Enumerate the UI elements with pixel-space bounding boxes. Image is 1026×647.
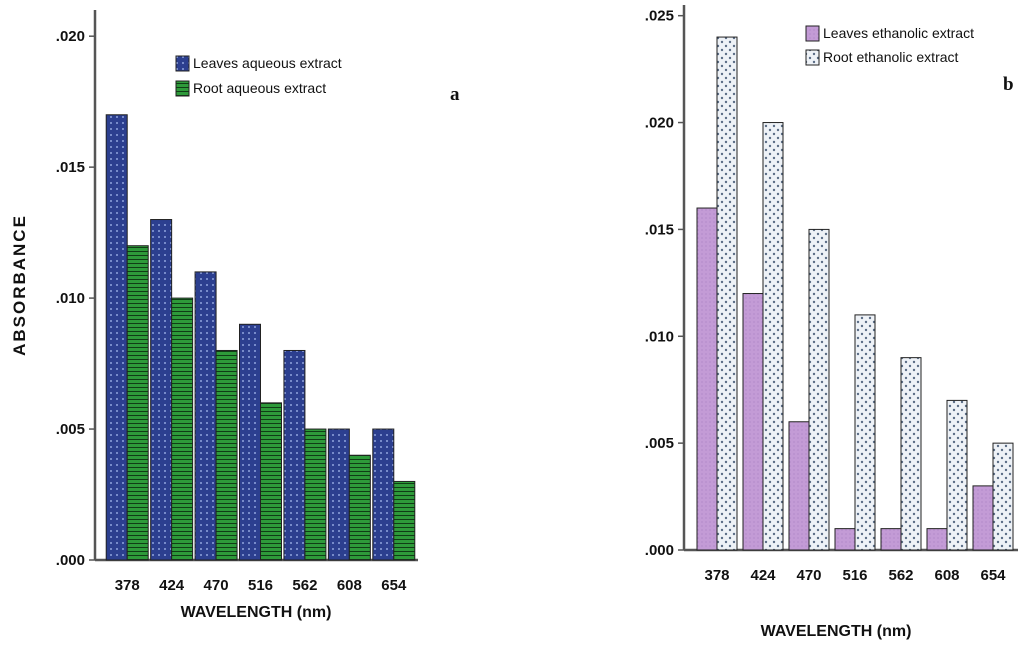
panel-a: .000 .005 .010 .015 .020 378 424 470 516 562 608 65… (56, 10, 418, 594)
bar-root-ethanolic-extract-378 (716, 36, 738, 551)
legend-swatch (805, 25, 820, 42)
x-tick-label: 470 (204, 577, 229, 594)
y-tick-label: .005 (56, 421, 85, 438)
bar-root-aqueous-extract-562 (304, 428, 327, 561)
bar-leaves-aqueous-extract-562 (283, 349, 306, 561)
y-tick-label: .010 (56, 290, 85, 307)
x-tick-label: 562 (292, 577, 317, 594)
bar-leaves-ethanolic-extract-378 (696, 207, 718, 551)
x-axis-label-a: WAVELENGTH (nm) (181, 604, 332, 621)
bar-root-aqueous-extract-424 (171, 297, 194, 561)
legend-swatch (805, 49, 820, 66)
bar-leaves-ethanolic-extract-562 (880, 528, 902, 551)
y-tick-label: .015 (56, 159, 85, 176)
bar-root-ethanolic-extract-470 (808, 228, 830, 551)
x-tick-label: 378 (704, 567, 729, 584)
legend-label: Leaves aqueous extract (193, 55, 342, 71)
legend-swatch (175, 55, 190, 72)
x-tick-label: 378 (115, 577, 140, 594)
legend-label: Root aqueous extract (193, 80, 326, 96)
y-tick-label: .015 (645, 221, 674, 238)
x-tick-label: 608 (337, 577, 362, 594)
bar-root-aqueous-extract-654 (393, 480, 416, 561)
legend-swatch (175, 80, 190, 97)
bar-root-aqueous-extract-516 (260, 402, 282, 561)
x-tick-label: 562 (888, 567, 913, 584)
bar-root-aqueous-extract-608 (348, 454, 371, 561)
x-tick-label: 424 (159, 577, 185, 594)
y-tick-label: .000 (56, 552, 85, 569)
bar-root-ethanolic-extract-516 (854, 314, 876, 551)
bar-leaves-aqueous-extract-654 (372, 428, 395, 561)
panel-label-b: b (1003, 74, 1014, 95)
x-tick-label: 654 (980, 567, 1006, 584)
bar-root-ethanolic-extract-608 (946, 399, 968, 551)
y-tick-label: .020 (56, 28, 85, 45)
bar-root-ethanolic-extract-424 (762, 122, 784, 551)
y-tick-label: .025 (645, 8, 674, 25)
x-tick-label: 516 (842, 567, 867, 584)
y-axis-label-a: ABSORBANCE (10, 214, 29, 356)
bar-leaves-ethanolic-extract-608 (926, 528, 948, 551)
y-tick-label: .000 (645, 542, 674, 559)
y-tick-label: .005 (645, 435, 674, 452)
bar-leaves-ethanolic-extract-424 (742, 293, 764, 551)
x-tick-label: 424 (750, 567, 776, 584)
x-tick-label: 654 (381, 577, 407, 594)
x-tick-label: 516 (248, 577, 273, 594)
x-tick-label: 608 (934, 567, 959, 584)
legend-label: Root ethanolic extract (823, 49, 959, 65)
bar-leaves-aqueous-extract-608 (327, 428, 350, 561)
bar-leaves-aqueous-extract-470 (194, 271, 217, 561)
bar-root-aqueous-extract-378 (126, 245, 149, 561)
panel-label-a: a (450, 84, 460, 105)
bar-leaves-ethanolic-extract-654 (972, 485, 994, 551)
x-axis-label-b: WAVELENGTH (nm) (761, 623, 912, 640)
bar-root-ethanolic-extract-562 (900, 357, 922, 551)
legend-label: Leaves ethanolic extract (823, 25, 974, 41)
bar-leaves-ethanolic-extract-516 (834, 528, 856, 551)
bar-root-ethanolic-extract-654 (992, 442, 1014, 551)
bar-leaves-aqueous-extract-516 (239, 323, 261, 561)
x-tick-label: 470 (796, 567, 821, 584)
y-tick-label: .010 (645, 328, 674, 345)
bar-leaves-aqueous-extract-424 (150, 219, 173, 561)
y-tick-label: .020 (645, 115, 674, 132)
bar-leaves-aqueous-extract-378 (105, 114, 128, 561)
panel-b: .000 .005 .010 .015 .020 .025 378 424 470 516 562 6… (645, 5, 1018, 584)
bar-leaves-ethanolic-extract-470 (788, 421, 810, 551)
bar-root-aqueous-extract-470 (215, 349, 238, 561)
